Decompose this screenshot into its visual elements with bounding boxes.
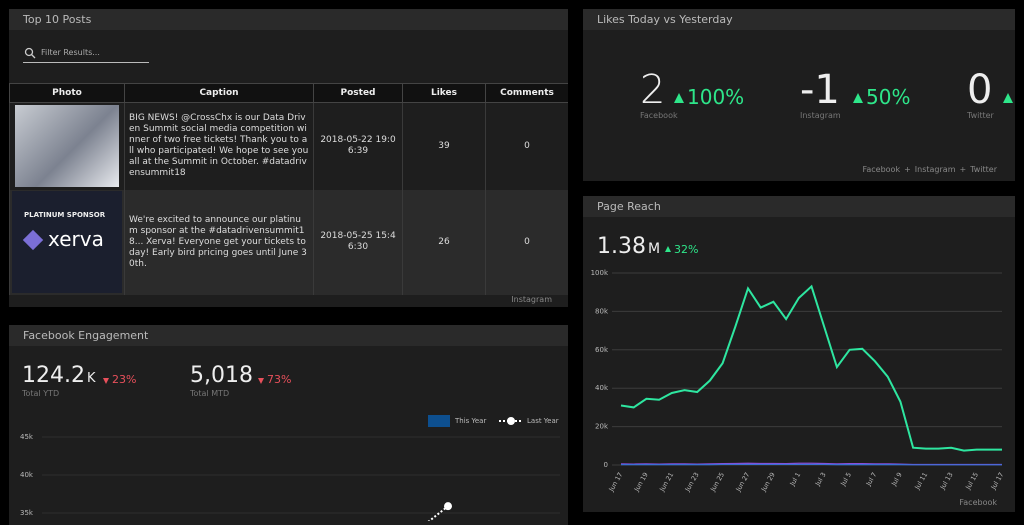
top-posts-panel: Top 10 Posts Filter Results... Photo Cap…: [9, 9, 568, 307]
arrow-up: [665, 246, 671, 252]
posts-table: Photo Caption Posted Likes Comments BIG …: [9, 83, 568, 295]
post-photo: [15, 105, 119, 187]
metric-change: 100%: [687, 85, 744, 109]
source-label: Facebook: [959, 498, 997, 507]
comments: 0: [486, 103, 569, 190]
photo-cell: PLATINUM SPONSOR xerva: [10, 190, 125, 295]
post-row: PLATINUM SPONSOR xerva We're excited to …: [10, 190, 569, 295]
arrow-up: [674, 93, 684, 103]
metric-value: 5,018: [190, 363, 253, 388]
caption: We're excited to announce our platinum s…: [125, 190, 314, 295]
source-label: Facebook: [862, 165, 900, 174]
photo-cell: [10, 103, 125, 190]
metric-change: 50%: [866, 85, 910, 109]
panel-title: Likes Today vs Yesterday: [583, 9, 1015, 30]
column-header[interactable]: Likes: [403, 84, 486, 103]
source-label: Instagram: [915, 165, 956, 174]
arrow-down: [103, 378, 109, 384]
metric-value: -1: [800, 67, 840, 113]
image-text: xerva: [48, 227, 104, 251]
metric-label: Total YTD: [22, 389, 59, 398]
column-header[interactable]: Posted: [314, 84, 403, 103]
value: 124.2: [22, 363, 85, 388]
panel-title: Facebook Engagement: [9, 325, 568, 346]
comments: 0: [486, 190, 569, 295]
likes: 39: [403, 103, 486, 190]
caption: BIG NEWS! @CrossChx is our Data Driven S…: [125, 103, 314, 190]
logo-shape: [23, 230, 43, 250]
total-value: 1.38: [597, 234, 646, 259]
unit: K: [87, 371, 96, 386]
post-row: BIG NEWS! @CrossChx is our Data Driven S…: [10, 103, 569, 190]
posted: 2018-05-25 15:46:30: [314, 190, 403, 295]
metric-change: 73%: [267, 373, 291, 386]
likes: 26: [403, 190, 486, 295]
sources: Facebook+Instagram+Twitter: [862, 165, 997, 174]
post-photo: PLATINUM SPONSOR xerva: [12, 191, 122, 293]
arrow-up: [1003, 93, 1013, 103]
arrow-up: [853, 93, 863, 103]
column-header[interactable]: Comments: [486, 84, 569, 103]
image-text: PLATINUM SPONSOR: [24, 211, 105, 219]
metric-value: 2: [640, 67, 665, 113]
filter-underline: [23, 62, 149, 63]
plus: +: [904, 165, 911, 174]
header-row: Photo Caption Posted Likes Comments: [10, 84, 569, 103]
panel-title: Page Reach: [583, 196, 1015, 217]
panel-title: Top 10 Posts: [9, 9, 568, 30]
plus: +: [959, 165, 966, 174]
metric-value: 0: [967, 67, 992, 113]
posted: 2018-05-22 19:06:39: [314, 103, 403, 190]
column-header[interactable]: Photo: [10, 84, 125, 103]
metric-label: Instagram: [800, 111, 841, 120]
column-header[interactable]: Caption: [125, 84, 314, 103]
source-label: Instagram: [511, 295, 552, 304]
metric-label: Facebook: [640, 111, 678, 120]
arrow-down: [258, 378, 264, 384]
total-unit: M: [648, 241, 660, 257]
likes-panel: Likes Today vs Yesterday 2 100% Facebook…: [583, 9, 1015, 181]
filter-input[interactable]: Filter Results...: [41, 48, 100, 57]
search-icon: [24, 47, 36, 59]
metric-label: Total MTD: [190, 389, 229, 398]
metric-change: 23%: [112, 373, 136, 386]
source-label: Twitter: [970, 165, 997, 174]
metric-label: Twitter: [967, 111, 994, 120]
reach-change: 32%: [674, 243, 698, 256]
